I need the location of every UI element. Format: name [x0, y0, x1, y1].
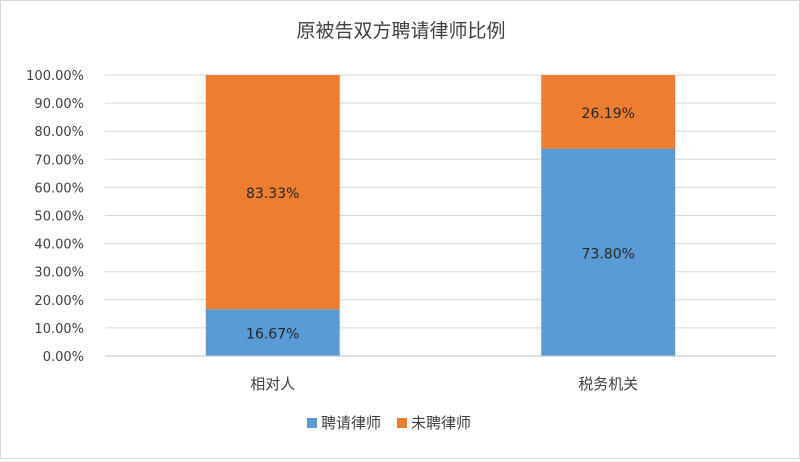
y-tick-label: 40.00%	[34, 238, 84, 253]
bars: 16.67% 83.33% 73.80% 26.19%	[205, 75, 676, 356]
y-tick-label: 100.00%	[26, 69, 84, 84]
x-axis: 相对人 税务机关	[105, 355, 776, 393]
data-label: 73.80%	[582, 246, 635, 262]
y-tick-label: 10.00%	[34, 322, 84, 337]
x-tick-label: 税务机关	[578, 375, 638, 393]
chart-title: 原被告双方聘请律师比例	[296, 20, 505, 42]
legend-label: 聘请律师	[321, 414, 381, 432]
legend-swatch	[307, 418, 317, 428]
y-tick-label: 90.00%	[34, 97, 84, 112]
y-tick-label: 0.00%	[43, 350, 84, 365]
legend-swatch	[397, 418, 407, 428]
y-tick-label: 30.00%	[34, 266, 84, 281]
legend-label: 未聘律师	[411, 414, 471, 432]
bar-segment	[205, 75, 340, 310]
gridlines	[105, 74, 776, 357]
y-tick-label: 80.00%	[34, 125, 84, 140]
y-tick-label: 20.00%	[34, 294, 84, 309]
y-tick-label: 60.00%	[34, 181, 84, 196]
y-tick-label: 50.00%	[34, 210, 84, 225]
data-label: 16.67%	[246, 327, 299, 343]
x-tick-label: 相对人	[250, 375, 295, 393]
bar-segment	[541, 75, 676, 149]
data-label: 26.19%	[582, 106, 635, 122]
legend: 聘请律师 未聘律师	[307, 414, 471, 432]
y-tick-label: 70.00%	[34, 153, 84, 168]
bar-segment	[541, 148, 676, 356]
y-axis: 0.00% 10.00% 20.00% 30.00% 40.00% 50.00% 60.00…	[26, 69, 84, 365]
bar-segment	[205, 309, 340, 356]
data-label: 83.33%	[246, 186, 299, 202]
